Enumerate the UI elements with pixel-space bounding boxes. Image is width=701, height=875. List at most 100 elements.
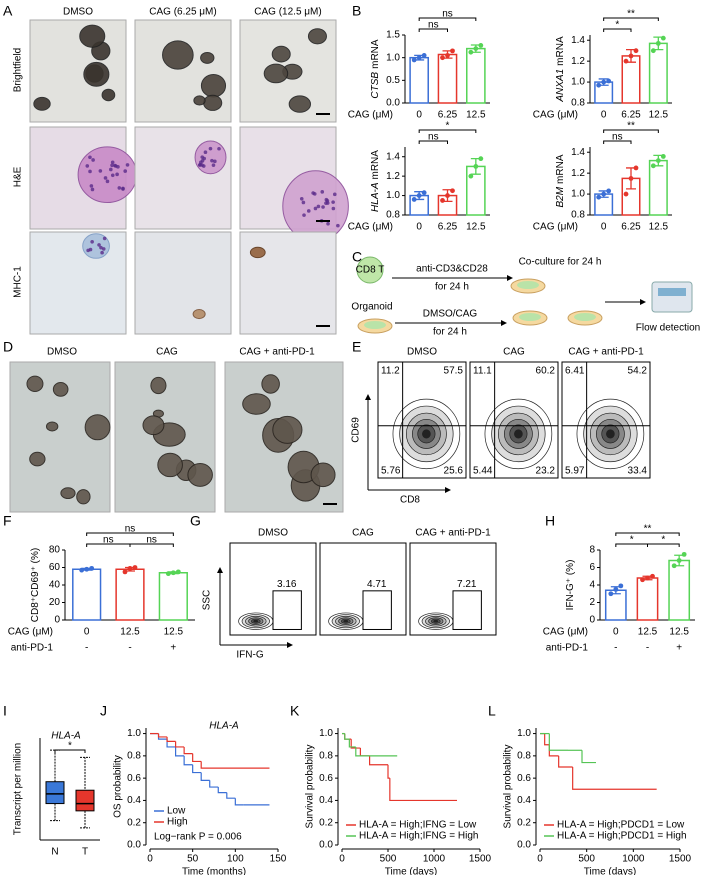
x-tick-label: N bbox=[51, 847, 58, 858]
nucleus bbox=[302, 213, 306, 217]
nucleus bbox=[100, 250, 104, 255]
y-tick-label: 1.2 bbox=[386, 171, 400, 182]
cell-cluster bbox=[101, 88, 116, 102]
data-point bbox=[411, 57, 417, 63]
y-unit: IFN-G⁺ (%) bbox=[565, 560, 576, 611]
data-point bbox=[478, 156, 484, 162]
nucleus bbox=[200, 159, 205, 163]
nucleus bbox=[306, 209, 311, 213]
survival-step bbox=[200, 761, 270, 769]
cell-cluster bbox=[76, 489, 91, 505]
y-axis-label: Transcript per million bbox=[13, 743, 24, 835]
survival-step bbox=[558, 755, 573, 768]
cell-cluster bbox=[272, 415, 303, 444]
y-tick-label: 1.0 bbox=[319, 728, 333, 739]
y-tick-label: 0.6 bbox=[127, 773, 141, 784]
significance-bracket bbox=[603, 28, 632, 32]
y-tick-label: 1.0 bbox=[571, 77, 585, 88]
legend-label: HLA-A = High;PDCD1 = High bbox=[557, 831, 687, 842]
column-header: CAG + anti-PD-1 bbox=[415, 528, 491, 539]
y-unit: mRNA bbox=[370, 150, 381, 180]
nucleus bbox=[105, 179, 110, 184]
bar bbox=[466, 47, 486, 104]
cell-cluster bbox=[33, 96, 51, 111]
nucleus bbox=[88, 169, 92, 174]
data-point bbox=[445, 193, 450, 198]
y-tick-label: 0.0 bbox=[319, 840, 333, 851]
y-axis-label: Survival probability bbox=[503, 745, 514, 829]
data-point bbox=[89, 565, 95, 571]
nucleus bbox=[88, 155, 92, 160]
dish-content bbox=[364, 321, 386, 329]
x-tick-label: 0 bbox=[416, 222, 422, 233]
legend-label: Low bbox=[167, 806, 186, 817]
quadrant-value: 60.2 bbox=[536, 366, 556, 377]
y-tick-label: 0.8 bbox=[517, 750, 531, 761]
cell-cluster bbox=[194, 140, 227, 175]
cell-cluster bbox=[83, 61, 110, 87]
panel-label: C bbox=[352, 249, 362, 265]
y-tick-label: 40 bbox=[49, 580, 61, 591]
survival-step bbox=[157, 733, 168, 738]
y-tick-label: 0.8 bbox=[386, 210, 400, 221]
data-point bbox=[421, 190, 427, 196]
nucleus bbox=[89, 184, 94, 188]
survival-step bbox=[387, 764, 390, 779]
data-point bbox=[660, 154, 666, 159]
box bbox=[45, 781, 65, 805]
x-tick-label: + bbox=[676, 643, 682, 654]
micrograph bbox=[9, 361, 111, 513]
y-tick-label: 0.8 bbox=[571, 98, 585, 109]
micrograph bbox=[114, 361, 216, 513]
significance-label: ** bbox=[644, 524, 652, 535]
data-point bbox=[660, 35, 666, 41]
x-tick-label: 0 bbox=[601, 222, 607, 233]
y-tick-label: 0.0 bbox=[127, 840, 141, 851]
image-frame bbox=[29, 231, 127, 335]
cell-cluster bbox=[77, 146, 137, 204]
data-point bbox=[628, 53, 634, 59]
nucleus bbox=[316, 204, 321, 209]
y-tick-label: 1.4 bbox=[571, 35, 585, 46]
panel-label: E bbox=[352, 339, 361, 355]
micrograph bbox=[239, 126, 349, 243]
y-tick-label: 1.0 bbox=[386, 190, 400, 201]
cell-cluster bbox=[271, 45, 291, 63]
significance-label: ** bbox=[627, 9, 635, 20]
nucleus bbox=[90, 239, 94, 244]
nucleus bbox=[99, 245, 103, 250]
significance-bracket bbox=[615, 532, 680, 536]
nucleus bbox=[211, 163, 216, 167]
nucleus bbox=[110, 160, 115, 165]
density-contour bbox=[253, 619, 259, 623]
column-header: CAG + anti-PD-1 bbox=[239, 347, 315, 358]
significance-bracket bbox=[603, 140, 632, 144]
gene-name: B2M bbox=[555, 186, 566, 207]
y-tick-label: 1.2 bbox=[571, 168, 585, 179]
legend-label: HLA-A = High;IFNG = Low bbox=[359, 820, 477, 831]
nucleus bbox=[86, 248, 90, 253]
survival-step bbox=[348, 739, 356, 748]
dish-content bbox=[519, 313, 541, 321]
x-axis-label: anti-PD-1 bbox=[11, 643, 54, 654]
x-tick-label: 12.5 bbox=[638, 627, 658, 638]
data-point bbox=[606, 78, 612, 84]
y-tick-label: 2 bbox=[589, 597, 595, 608]
x-axis-label: Time (days) bbox=[385, 867, 437, 875]
data-point bbox=[623, 191, 629, 197]
cell-cluster bbox=[60, 487, 76, 500]
nucleus bbox=[326, 221, 330, 226]
chart-title: HLA-A bbox=[209, 721, 239, 732]
density-contour bbox=[514, 429, 523, 439]
nucleus bbox=[331, 206, 336, 211]
micrograph bbox=[239, 19, 337, 123]
y-unit: mRNA bbox=[370, 39, 381, 69]
bar bbox=[409, 56, 429, 104]
x-tick-label: 0 bbox=[339, 854, 345, 865]
panel-label: L bbox=[488, 703, 496, 719]
survival-step bbox=[344, 733, 350, 740]
x-tick-label: 1000 bbox=[622, 854, 645, 865]
x-tick-label: 0 bbox=[537, 854, 543, 865]
data-point bbox=[640, 577, 645, 583]
